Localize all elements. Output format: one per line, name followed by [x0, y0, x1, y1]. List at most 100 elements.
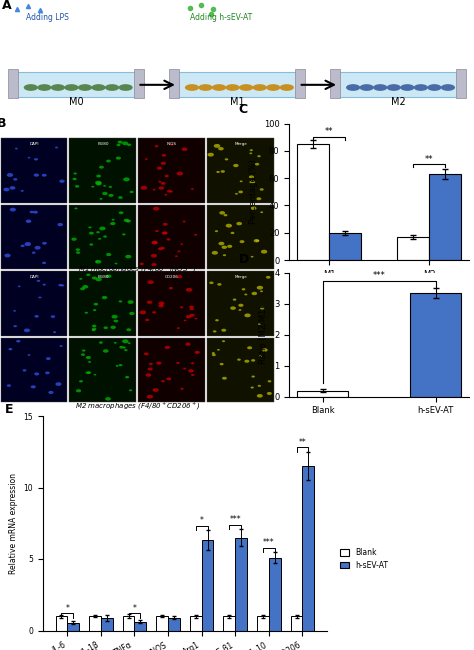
Ellipse shape	[182, 220, 186, 222]
Ellipse shape	[13, 310, 16, 312]
Ellipse shape	[110, 222, 116, 225]
Ellipse shape	[245, 313, 251, 317]
Ellipse shape	[38, 296, 42, 298]
Ellipse shape	[147, 300, 152, 304]
Ellipse shape	[157, 166, 162, 170]
Text: A: A	[2, 0, 12, 12]
Text: CD206: CD206	[165, 275, 179, 279]
Ellipse shape	[250, 387, 254, 389]
Ellipse shape	[46, 357, 51, 360]
Ellipse shape	[239, 84, 253, 91]
Ellipse shape	[90, 243, 93, 246]
Text: F4/80: F4/80	[97, 142, 109, 146]
Ellipse shape	[249, 176, 254, 179]
Ellipse shape	[122, 142, 128, 145]
Ellipse shape	[109, 194, 114, 197]
Ellipse shape	[158, 248, 163, 250]
Ellipse shape	[155, 145, 158, 148]
Ellipse shape	[215, 230, 218, 232]
Ellipse shape	[87, 371, 91, 374]
Ellipse shape	[235, 193, 238, 195]
Ellipse shape	[103, 326, 108, 329]
Ellipse shape	[255, 240, 259, 242]
Ellipse shape	[45, 371, 50, 374]
Ellipse shape	[80, 287, 85, 291]
Ellipse shape	[185, 343, 191, 346]
Ellipse shape	[33, 211, 38, 214]
Ellipse shape	[93, 374, 96, 376]
Ellipse shape	[123, 346, 126, 348]
Ellipse shape	[152, 263, 157, 266]
Ellipse shape	[99, 341, 103, 344]
Ellipse shape	[118, 364, 122, 366]
Ellipse shape	[118, 211, 124, 214]
Y-axis label: Percentage (%): Percentage (%)	[249, 159, 258, 224]
Ellipse shape	[85, 371, 90, 374]
Ellipse shape	[102, 296, 107, 299]
Ellipse shape	[55, 147, 58, 148]
Ellipse shape	[86, 356, 91, 359]
Ellipse shape	[36, 280, 40, 282]
Ellipse shape	[162, 154, 166, 157]
Bar	[295, 69, 305, 98]
Ellipse shape	[95, 261, 98, 263]
Ellipse shape	[140, 263, 144, 265]
Bar	[302, 466, 314, 630]
Ellipse shape	[103, 349, 109, 353]
Bar	[135, 622, 146, 630]
Ellipse shape	[249, 181, 255, 184]
Bar	[456, 69, 466, 98]
Text: M0: M0	[69, 97, 83, 107]
Bar	[134, 69, 144, 98]
Ellipse shape	[7, 384, 11, 387]
Ellipse shape	[124, 219, 129, 222]
Text: M2 macrophages (F4/80$^+$CD206$^+$): M2 macrophages (F4/80$^+$CD206$^+$)	[75, 400, 200, 412]
Bar	[138, 271, 205, 336]
Legend: Blank, h-sEV-AT: Blank, h-sEV-AT	[337, 545, 391, 573]
Ellipse shape	[75, 185, 79, 188]
Ellipse shape	[91, 186, 94, 188]
Bar	[138, 338, 205, 402]
Ellipse shape	[43, 283, 46, 285]
Ellipse shape	[221, 329, 226, 332]
Ellipse shape	[212, 251, 218, 255]
Ellipse shape	[258, 323, 261, 325]
Ellipse shape	[27, 157, 30, 159]
Bar	[291, 616, 302, 630]
Ellipse shape	[219, 211, 225, 214]
Bar	[69, 271, 136, 336]
Bar	[429, 174, 461, 260]
Text: iNOS: iNOS	[167, 142, 177, 146]
Ellipse shape	[110, 326, 116, 329]
Ellipse shape	[220, 170, 225, 173]
Ellipse shape	[225, 158, 228, 161]
Ellipse shape	[240, 181, 243, 182]
Ellipse shape	[93, 309, 96, 311]
Ellipse shape	[247, 346, 252, 349]
Ellipse shape	[124, 349, 128, 351]
Ellipse shape	[152, 311, 156, 313]
Text: *: *	[133, 604, 137, 612]
Ellipse shape	[158, 181, 162, 183]
Legend: Blank, h-sEV-AT: Blank, h-sEV-AT	[331, 302, 428, 314]
Ellipse shape	[18, 285, 21, 287]
Bar	[201, 540, 213, 630]
Ellipse shape	[153, 241, 157, 244]
Text: B: B	[0, 117, 6, 130]
Ellipse shape	[260, 291, 263, 292]
Text: C: C	[239, 103, 248, 116]
Text: ***: ***	[229, 515, 241, 524]
Ellipse shape	[233, 298, 237, 301]
Ellipse shape	[199, 84, 213, 91]
Ellipse shape	[96, 231, 100, 233]
Ellipse shape	[16, 340, 20, 343]
Ellipse shape	[184, 320, 187, 321]
Bar	[17, 72, 135, 96]
Ellipse shape	[156, 361, 162, 365]
Ellipse shape	[189, 306, 194, 308]
Ellipse shape	[106, 253, 111, 256]
Bar	[89, 616, 101, 630]
Ellipse shape	[260, 188, 264, 190]
Ellipse shape	[194, 234, 197, 236]
Ellipse shape	[118, 196, 123, 199]
